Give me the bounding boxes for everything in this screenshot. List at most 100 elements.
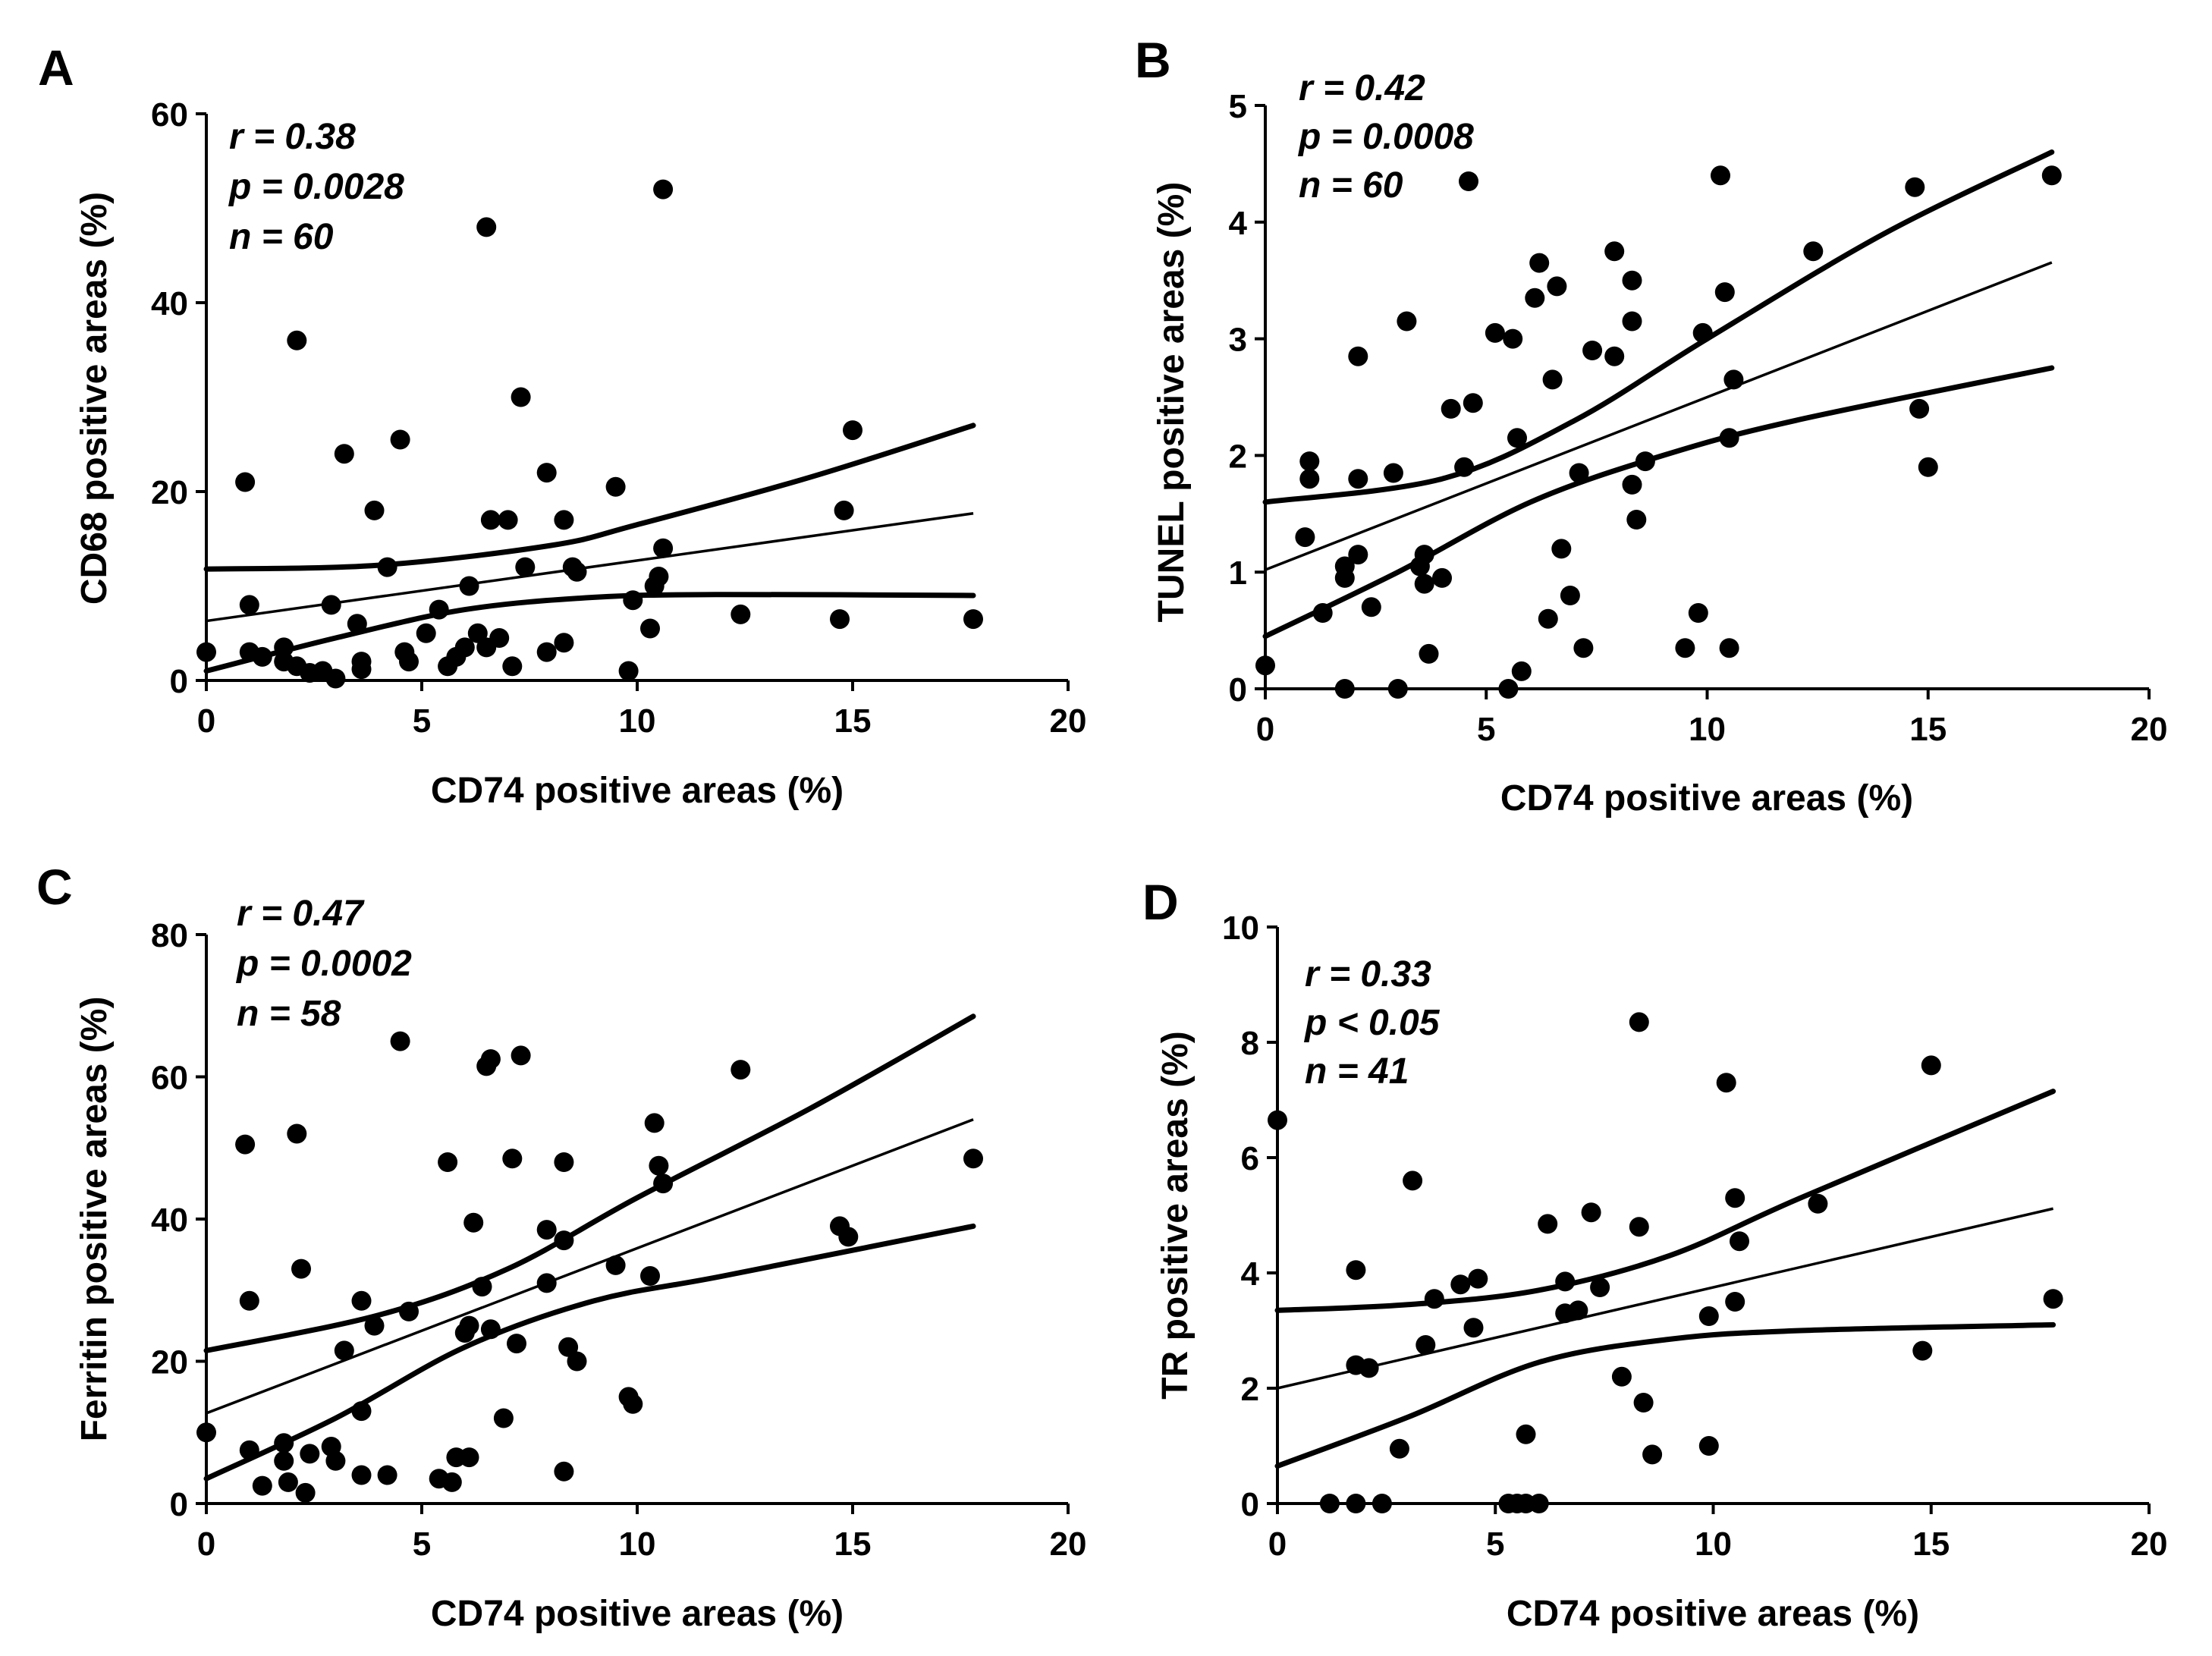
stat-r-d: r = 0.33 [1305, 954, 1431, 995]
plot-area-a: 0 5 10 15 20 0 20 40 60 [151, 96, 1086, 740]
data-point-b [1604, 346, 1625, 366]
data-point-b [1622, 474, 1642, 495]
data-point-c [644, 1113, 665, 1133]
y-tick-label-a: 40 [151, 285, 188, 322]
x-tick-label-d: 0 [1268, 1526, 1287, 1563]
data-point-a [515, 557, 536, 577]
data-point-a [196, 642, 216, 662]
data-point-a [567, 561, 587, 582]
data-point-d [1468, 1268, 1488, 1289]
data-point-c [731, 1060, 751, 1080]
data-point-d [2043, 1289, 2063, 1309]
stat-n-d: n = 41 [1305, 1051, 1409, 1092]
data-point-d [1698, 1306, 1719, 1326]
y-tick-label-d: 8 [1241, 1025, 1259, 1062]
panel-label-c: C [36, 859, 73, 915]
data-point-b [1441, 398, 1461, 419]
stats-block-c: r = 0.47 p = 0.0002 n = 58 [235, 894, 412, 1034]
y-tick-label-c: 0 [170, 1486, 188, 1523]
data-point-b [1498, 679, 1519, 699]
data-point-b [1361, 597, 1381, 617]
data-point-b [1582, 341, 1603, 360]
data-point-d [1529, 1494, 1549, 1513]
data-point-c [640, 1266, 660, 1286]
data-point-a [416, 623, 436, 643]
panel-d: D 0 5 10 15 20 0 2 4 6 8 10 r = 0.33 p < 0.05 n = … [1142, 874, 2167, 1634]
stats-block-a: r = 0.38 p = 0.0028 n = 60 [228, 117, 404, 257]
data-point-d [1642, 1444, 1663, 1465]
data-point-d [1730, 1231, 1749, 1252]
y-axis-label-c: Ferritin positive areas (%) [74, 997, 115, 1442]
data-point-c [554, 1461, 574, 1482]
y-tick-label-b: 2 [1229, 438, 1247, 475]
data-point-d [1568, 1300, 1588, 1321]
data-point-d [1808, 1193, 1828, 1214]
data-point-b [1299, 469, 1320, 489]
data-point-a [640, 618, 660, 639]
panel-label-b: B [1135, 32, 1171, 88]
data-point-a [554, 510, 574, 530]
data-point-d [1716, 1073, 1736, 1093]
ci-upper-curve-a [203, 423, 976, 572]
data-point-a [459, 576, 479, 596]
data-point-a [498, 510, 518, 530]
data-point-c [554, 1152, 574, 1172]
data-point-a [399, 652, 419, 672]
panel-label-d: D [1142, 874, 1179, 930]
data-point-d [1319, 1494, 1340, 1513]
stat-p-d: p < 0.05 [1303, 1003, 1441, 1043]
data-point-b [1626, 510, 1647, 529]
plot-area-d: 0 5 10 15 20 0 2 4 6 8 10 [1222, 910, 2167, 1563]
data-point-a [347, 614, 367, 634]
x-axis-label-d: CD74 positive areas (%) [1507, 1594, 1919, 1634]
data-point-c [838, 1227, 859, 1247]
data-point-b [1542, 369, 1563, 390]
data-point-a [554, 633, 574, 653]
data-point-b [1803, 241, 1824, 262]
data-point-b [2041, 165, 2062, 186]
stats-block-b: r = 0.42 p = 0.0008 n = 60 [1297, 68, 1474, 206]
regression-line-b [1265, 261, 2053, 571]
data-point-d [1346, 1494, 1366, 1513]
stat-r-a: r = 0.38 [229, 117, 356, 157]
data-point-b [1383, 463, 1403, 483]
y-tick-label-c: 60 [151, 1060, 188, 1097]
data-point-b [1334, 567, 1355, 588]
y-tick-label-d: 2 [1241, 1371, 1259, 1408]
data-point-d [1268, 1110, 1287, 1130]
data-point-c [438, 1152, 458, 1172]
stat-n-c: n = 58 [237, 994, 341, 1034]
data-point-b [1675, 638, 1695, 658]
data-point-b [1432, 567, 1452, 588]
y-tick-label-d: 6 [1241, 1140, 1259, 1177]
x-tick-label-a: 10 [619, 702, 656, 740]
data-point-d [1538, 1214, 1558, 1234]
y-tick-label-c: 80 [151, 917, 188, 954]
data-point-d [1555, 1271, 1576, 1292]
data-point-b [1714, 282, 1735, 303]
data-point-b [1511, 661, 1532, 681]
data-point-a [467, 623, 488, 643]
data-point-b [1299, 451, 1320, 472]
data-point-c [274, 1433, 294, 1453]
data-point-a [321, 595, 341, 615]
data-point-b [1414, 545, 1434, 565]
data-point-c [334, 1340, 354, 1361]
data-point-a [649, 567, 669, 586]
data-point-c [507, 1334, 526, 1354]
y-tick-label-c: 20 [151, 1344, 188, 1381]
data-point-b [1604, 241, 1625, 262]
plot-area-b: 0 5 10 15 20 0 1 2 3 4 5 [1229, 88, 2168, 748]
y-tick-label-d: 0 [1241, 1486, 1259, 1523]
stat-r-b: r = 0.42 [1299, 68, 1425, 108]
data-point-a [274, 637, 294, 658]
data-point-c [300, 1444, 320, 1464]
data-point-a [390, 429, 410, 450]
data-point-b [1295, 527, 1315, 548]
data-point-b [1547, 276, 1567, 297]
data-point-c [605, 1255, 626, 1275]
x-tick-label-c: 10 [619, 1526, 656, 1563]
data-point-b [1529, 253, 1550, 273]
stat-n-a: n = 60 [229, 217, 334, 257]
stat-p-a: p = 0.0028 [228, 167, 404, 207]
